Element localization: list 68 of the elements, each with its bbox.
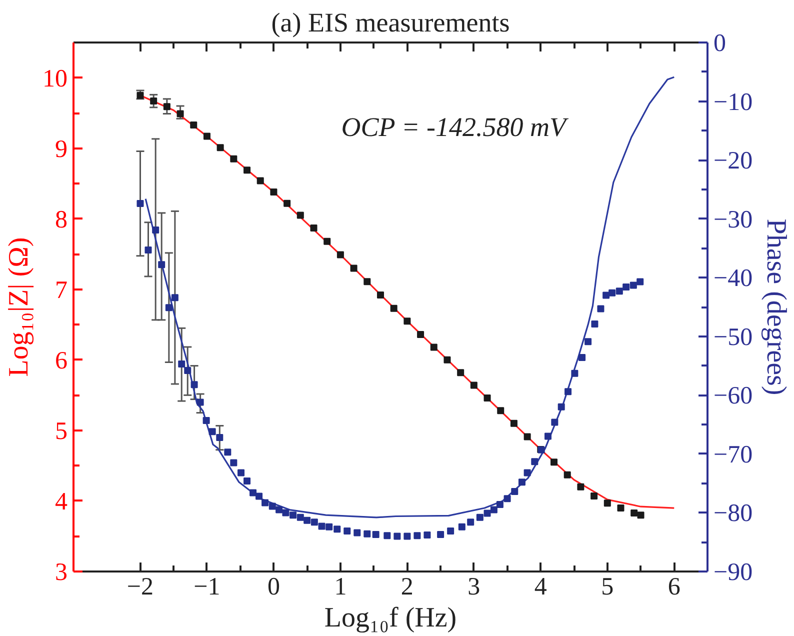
x-tick-label: 3	[468, 574, 480, 600]
y-tick-label: 4	[55, 488, 68, 516]
point	[604, 500, 611, 507]
point	[163, 103, 170, 110]
point	[577, 483, 584, 490]
point	[524, 433, 531, 440]
x-tick-label: 2	[400, 574, 414, 600]
point	[630, 509, 638, 516]
y2-tick-label: −60	[714, 382, 753, 410]
point	[617, 504, 624, 512]
point	[510, 420, 518, 427]
point	[637, 512, 644, 519]
x-tick-label: 6	[668, 574, 680, 600]
point	[216, 144, 224, 152]
y2-axis-title: Phase (degrees)	[760, 218, 792, 396]
y2-tick-label: −90	[714, 559, 753, 586]
point	[390, 304, 398, 312]
point	[284, 200, 291, 207]
point	[230, 155, 238, 162]
point	[470, 382, 478, 389]
y2-tick-label: −80	[714, 500, 753, 528]
y-axis-title: Log₁₀|Z| (Ω)	[4, 237, 34, 377]
y2-tick-label: −40	[714, 265, 753, 292]
x-axis-title: Log₁₀f (Hz)	[324, 602, 457, 634]
y-tick-label: 10	[42, 65, 68, 92]
point	[256, 177, 264, 184]
point	[444, 356, 451, 364]
point	[244, 166, 251, 174]
point	[497, 407, 504, 414]
y2-tick-label: −20	[714, 148, 753, 175]
point	[176, 110, 184, 118]
point	[404, 318, 411, 325]
x-tick-label: −2	[126, 574, 154, 600]
x-tick-label: 5	[601, 574, 614, 600]
point	[350, 264, 358, 272]
y2-tick-label: −70	[714, 441, 753, 468]
point	[324, 238, 331, 245]
annotation: OCP = -142.580 mV	[341, 112, 570, 142]
y2-tick-label: −10	[714, 88, 753, 116]
point	[270, 188, 278, 196]
x-tick-label: −1	[194, 574, 220, 600]
point	[484, 394, 491, 402]
x-tick-label: 4	[534, 574, 548, 600]
x-tick-label: 1	[334, 574, 347, 600]
y2-tick-label: −30	[714, 206, 753, 234]
y2-tick-label: −50	[714, 324, 753, 351]
point	[430, 344, 438, 351]
y-tick-label: 7	[55, 276, 68, 304]
point	[564, 471, 571, 478]
point	[376, 292, 384, 299]
point	[310, 224, 318, 232]
point	[457, 369, 464, 376]
y-tick-label: 8	[55, 206, 68, 234]
y2-tick-label: 0	[714, 30, 726, 57]
point	[190, 122, 198, 129]
chart-title: (a) EIS measurements	[271, 8, 510, 38]
point	[336, 251, 344, 258]
point	[296, 212, 304, 219]
x-tick-label: 0	[267, 574, 280, 600]
point	[150, 98, 158, 105]
y-tick-label: 6	[55, 347, 68, 374]
y-tick-label: 5	[55, 418, 68, 445]
point	[590, 492, 598, 500]
point	[364, 278, 371, 286]
point	[550, 458, 558, 466]
y-tick-label: 9	[55, 136, 68, 163]
point	[417, 331, 424, 338]
point	[203, 132, 210, 140]
